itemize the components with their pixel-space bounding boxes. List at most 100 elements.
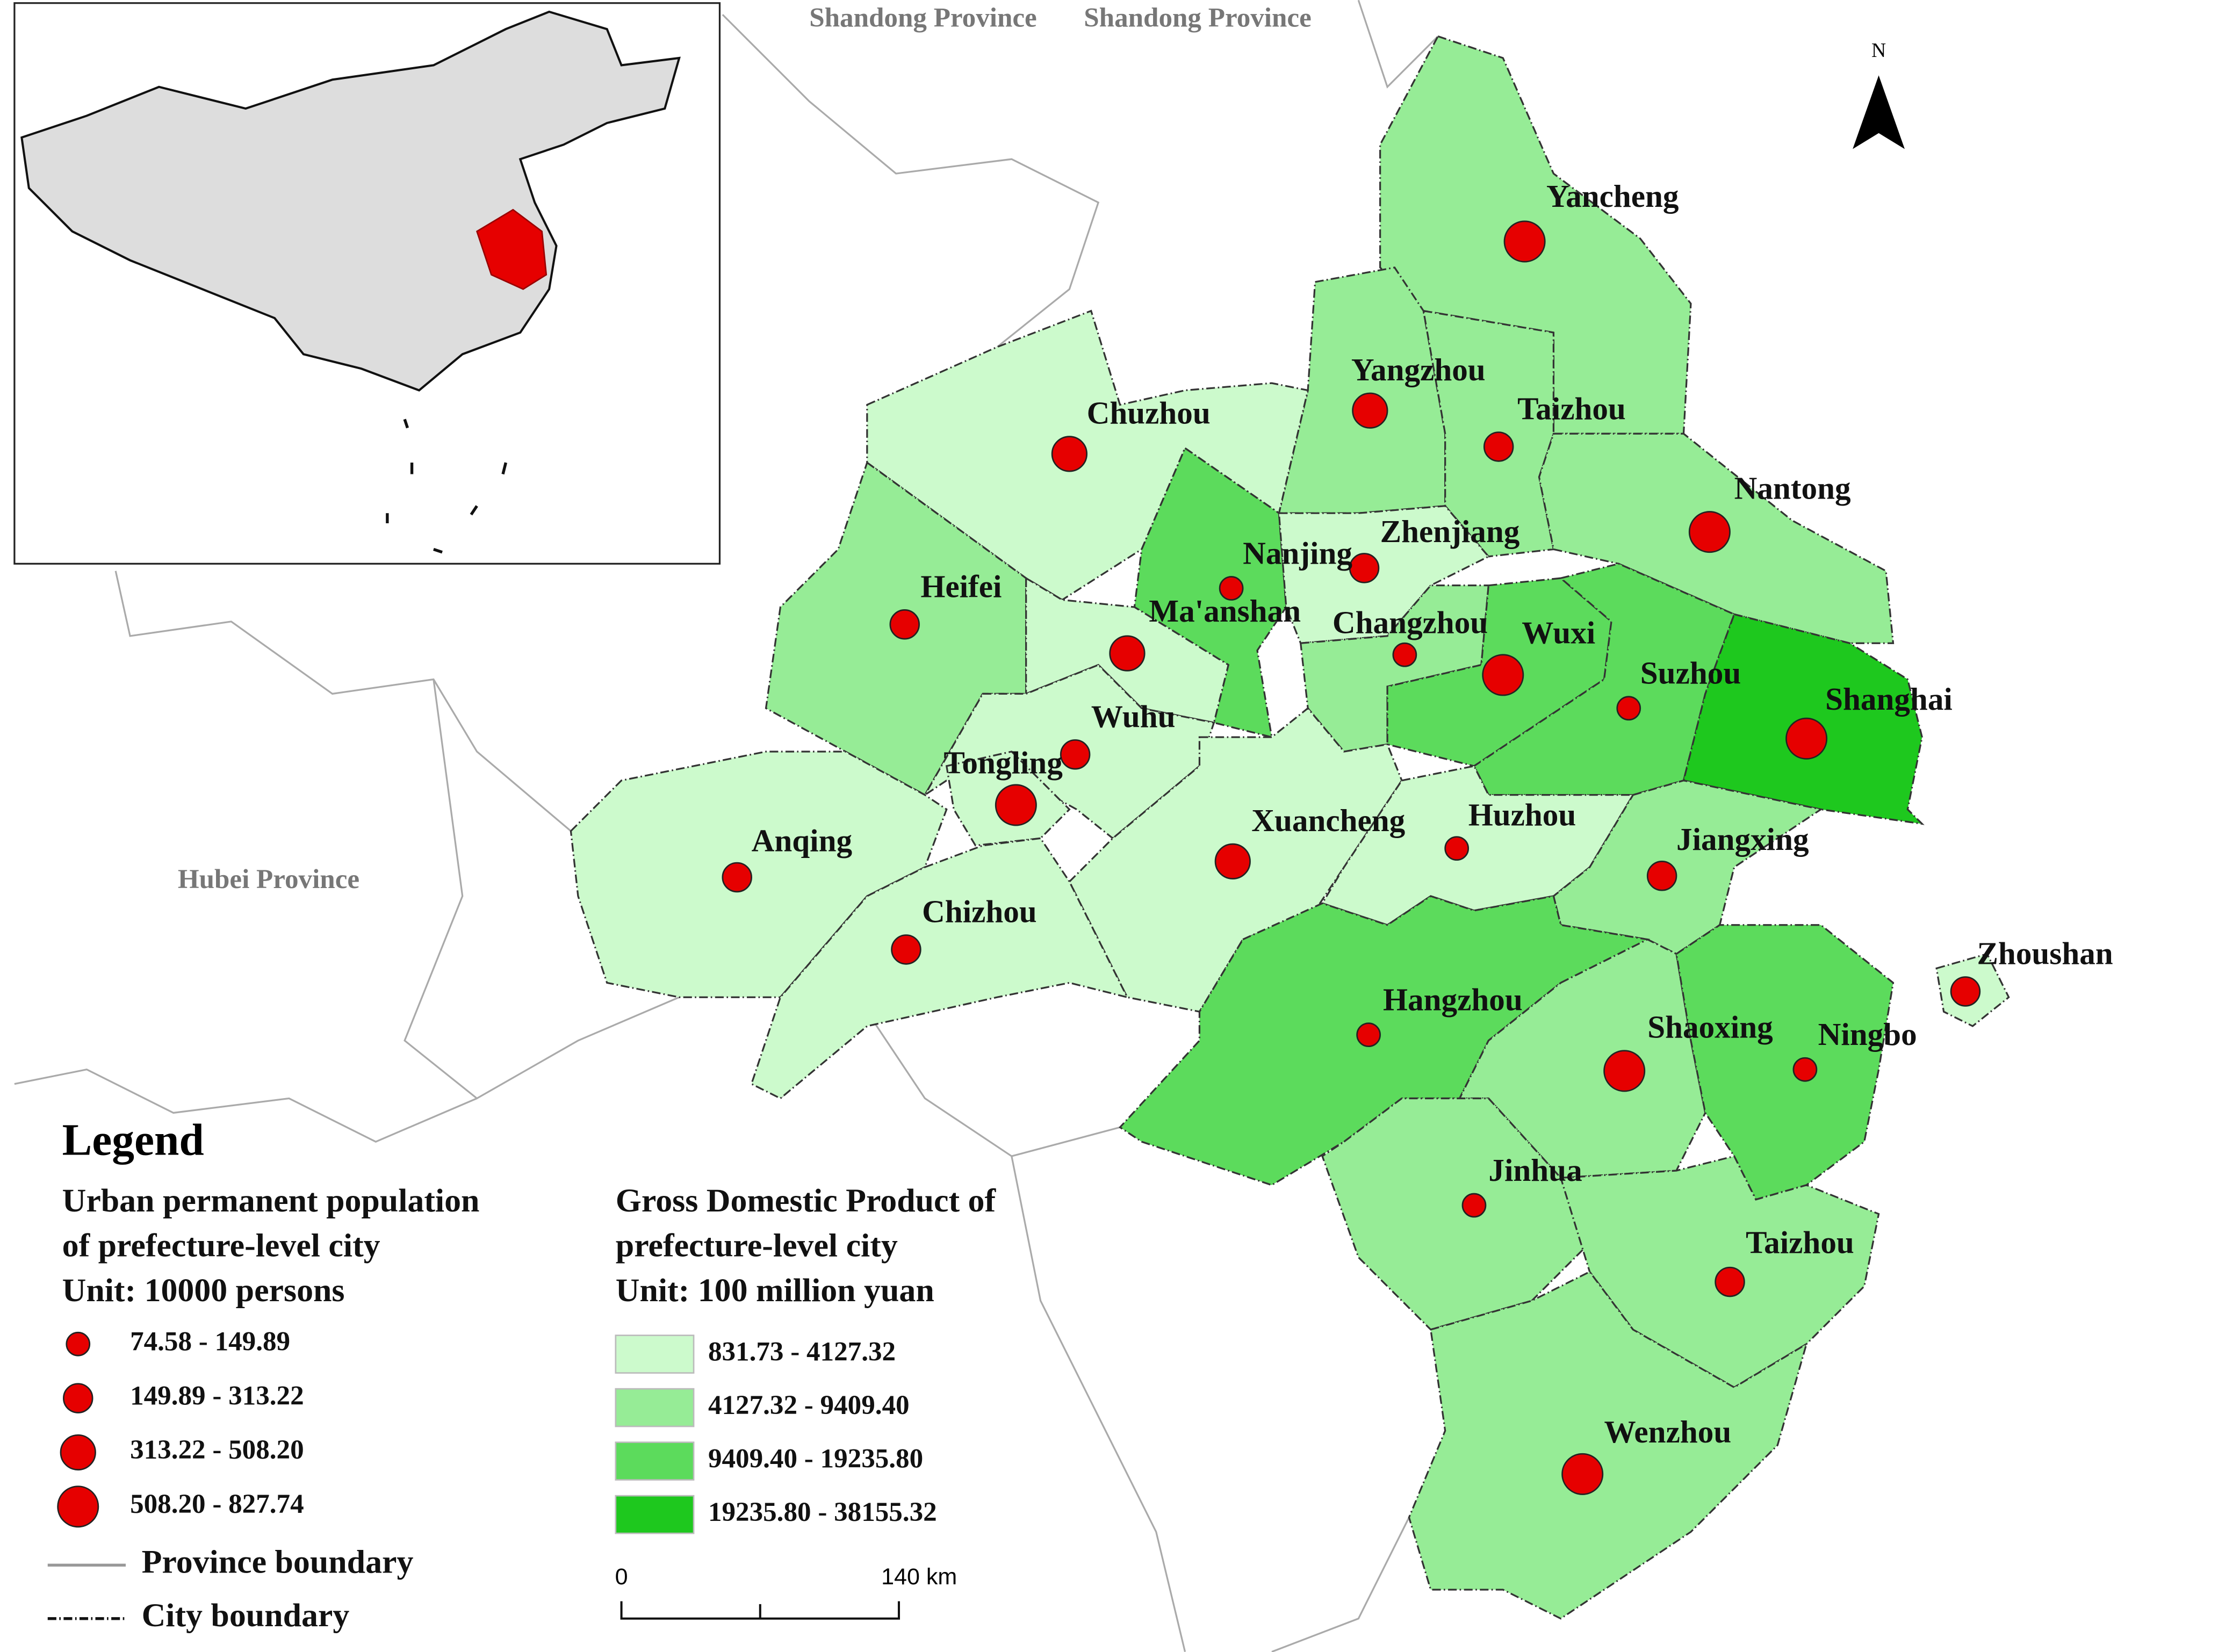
population-legend-symbol — [66, 1331, 91, 1357]
city-label: Wuxi — [1522, 615, 1595, 650]
city-circle — [1561, 1453, 1604, 1495]
legend: Legend Urban permanent population of pref… — [47, 1116, 997, 1634]
city-label: Xuancheng — [1251, 803, 1405, 838]
boundary-legend-label: City boundary — [142, 1597, 350, 1634]
gdp-legend-label: 9409.40 - 19235.80 — [708, 1443, 923, 1474]
inset-highlight — [476, 208, 548, 290]
boundary-legend-label: Province boundary — [142, 1543, 414, 1580]
city-label: Zhoushan — [1977, 935, 2113, 971]
city-circle — [1715, 1266, 1745, 1297]
city-label: Chizhou — [922, 893, 1037, 929]
city-circle — [1503, 220, 1546, 263]
province-boundary — [1011, 1126, 1120, 1157]
scale-line — [620, 1601, 900, 1620]
population-legend-title: Urban permanent population — [62, 1182, 480, 1219]
city-circle — [1109, 635, 1146, 672]
city-label: Shanghai — [1825, 681, 1953, 717]
city-circle — [1392, 642, 1417, 667]
city-label: Tongling — [943, 745, 1062, 780]
gdp-legend-title: prefecture-level city — [616, 1227, 898, 1264]
city-circle — [1950, 976, 1981, 1007]
population-legend-title: of prefecture-level city — [62, 1227, 380, 1264]
province-boundary — [1357, 0, 1439, 89]
population-legend-label: 149.89 - 313.22 — [130, 1380, 304, 1411]
city-circle — [1785, 717, 1828, 760]
city-circles — [722, 220, 1981, 1495]
gdp-legend-title: Unit: 100 million yuan — [616, 1272, 934, 1309]
city-circle — [1616, 696, 1641, 721]
city-region — [1675, 924, 1895, 1201]
city-label: Yancheng — [1546, 178, 1679, 214]
city-label: Zhenjiang — [1380, 514, 1520, 549]
province-label: Hubei Province — [178, 864, 359, 894]
gdp-legend-swatch — [615, 1495, 695, 1534]
city-label: Nantong — [1734, 470, 1851, 506]
scale-label: 140 km — [881, 1564, 957, 1590]
city-label: Huzhou — [1468, 797, 1576, 832]
city-label: Chuzhou — [1087, 395, 1211, 431]
city-label: Anqing — [752, 823, 852, 859]
city-label: Ningbo — [1818, 1016, 1917, 1052]
city-region — [866, 309, 1309, 601]
gdp-legend-title: Gross Domestic Product of — [616, 1182, 997, 1219]
province-boundaries — [14, 0, 1439, 1652]
city-label: Yangzhou — [1351, 352, 1486, 387]
province-boundary — [1271, 1517, 1410, 1652]
city-label: Taizhou — [1746, 1224, 1854, 1260]
city-region — [1552, 780, 1824, 955]
population-legend-title: Unit: 10000 persons — [62, 1272, 345, 1309]
city-label: Jinhua — [1488, 1152, 1582, 1188]
city-label: Heifei — [920, 568, 1002, 604]
population-legend-label: 313.22 - 508.20 — [130, 1434, 304, 1465]
city-label: Hangzhou — [1383, 982, 1523, 1018]
gdp-legend-label: 831.73 - 4127.32 — [708, 1336, 896, 1367]
city-circle — [1051, 436, 1087, 472]
province-boundary — [780, 1010, 1186, 1652]
city-circle — [1483, 431, 1514, 462]
province-boundary — [722, 14, 1100, 348]
population-legend-symbol — [63, 1383, 93, 1413]
city-circle — [1444, 836, 1470, 861]
inset-map — [13, 2, 721, 565]
city-label: Wuhu — [1091, 698, 1176, 734]
city-label: Nanjing — [1243, 535, 1352, 571]
city-label: Suzhou — [1640, 655, 1741, 691]
city-region — [1408, 1271, 1808, 1620]
city-circle — [1352, 392, 1388, 429]
population-legend-symbol — [57, 1485, 99, 1528]
city-circle — [1482, 654, 1524, 696]
inset-country — [20, 10, 681, 392]
city-region — [750, 837, 1129, 1100]
city-circle — [1349, 553, 1380, 583]
scale-bar: 0 140 km — [615, 1564, 957, 1620]
city-region — [570, 751, 948, 998]
city-label: Wenzhou — [1604, 1414, 1732, 1449]
city-circle — [1356, 1022, 1381, 1048]
city-circle — [1214, 843, 1251, 880]
city-labels: Yancheng Yangzhou Taizhou Chuzhou Nantong Nan… — [752, 178, 2113, 1449]
city-circle — [1461, 1193, 1487, 1218]
population-legend-label: 74.58 - 149.89 — [130, 1326, 290, 1357]
population-legend-label: 508.20 - 827.74 — [130, 1489, 304, 1519]
city-label: Taizhou — [1517, 391, 1626, 426]
north-label: N — [1871, 39, 1886, 62]
city-circle — [995, 784, 1037, 826]
province-boundary — [14, 996, 680, 1143]
inset-islands — [386, 419, 507, 554]
gdp-legend-label: 19235.80 - 38155.32 — [708, 1497, 937, 1527]
city-circle — [1688, 511, 1731, 553]
city-circle — [1603, 1050, 1646, 1092]
city-label: Ma'anshan — [1149, 593, 1301, 629]
gdp-legend-swatch — [615, 1334, 695, 1374]
north-arrow — [1853, 75, 1905, 149]
population-legend-symbol — [60, 1434, 96, 1471]
gdp-legend-swatch — [615, 1388, 695, 1427]
province-boundary — [114, 571, 572, 832]
city-circle — [891, 934, 921, 965]
city-region — [1473, 562, 1735, 796]
city-circle — [722, 862, 752, 893]
city-label: Changzhou — [1333, 605, 1488, 640]
province-boundary — [404, 679, 478, 1099]
